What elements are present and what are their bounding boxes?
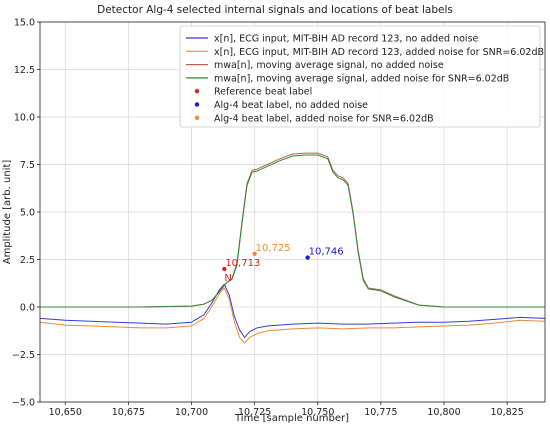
beat-note: N <box>224 273 231 284</box>
beat-point <box>222 266 227 272</box>
y-tick-label: 0.0 <box>20 303 35 314</box>
x-tick-label: 10,700 <box>175 407 208 418</box>
legend-items: x[n], ECG input, MIT-BIH AD record 123, … <box>186 34 544 124</box>
x-tick-label: 10,775 <box>364 407 397 418</box>
x-tick-label: 10,725 <box>238 407 271 418</box>
y-tick-label: −2.5 <box>12 350 35 361</box>
legend-entry: Reference beat label <box>214 87 312 98</box>
legend-swatch-point <box>194 115 200 121</box>
y-tick-label: 2.5 <box>20 255 35 266</box>
beat-point-label: 10,746 <box>309 247 344 258</box>
x-tick-label: 10,800 <box>427 407 460 418</box>
x-axis-label: Time [sample number] <box>234 413 349 424</box>
chart-title: Detector Alg-4 selected internal signals… <box>97 4 453 16</box>
beat-markers: 10,713 N 10,746 10,725 <box>222 243 344 284</box>
beat-point-label: 10,713 <box>225 258 260 269</box>
y-tick-label: 7.5 <box>20 160 35 171</box>
legend-entry: mwa[n], moving average signal, added noi… <box>214 73 509 84</box>
legend: x[n], ECG input, MIT-BIH AD record 123, … <box>179 25 544 128</box>
y-tick-label: 5.0 <box>20 208 35 219</box>
legend-swatch-point <box>194 102 200 107</box>
x-tick-label: 10,675 <box>112 407 145 418</box>
series-line <box>39 287 546 344</box>
y-tick-label: 10.0 <box>14 113 35 124</box>
x-tick-label: 10,750 <box>301 407 334 418</box>
legend-entry: x[n], ECG input, MIT-BIH AD record 123, … <box>214 47 544 58</box>
legend-box <box>179 25 541 128</box>
x-tick-label: 10,825 <box>491 407 524 418</box>
legend-swatch-point <box>194 89 200 94</box>
y-tick-label: 12.5 <box>14 65 35 76</box>
series-lines <box>39 152 546 344</box>
legend-entry: mwa[n], moving average signal, no added … <box>214 60 444 71</box>
axis-ticks: 10,650 10,675 10,700 10,725 10,750 10,775 10,8… <box>12 18 524 419</box>
legend-entry: Alg-4 beat label, no added noise <box>214 100 368 111</box>
y-tick-label: −5.0 <box>12 398 35 409</box>
series-line <box>40 154 545 308</box>
series-line <box>39 283 546 338</box>
y-axis-label: Amplitude [arb. unit] <box>2 160 13 265</box>
y-tick-label: 15.0 <box>14 18 35 29</box>
beat-point-label: 10,725 <box>256 243 291 254</box>
beat-point <box>252 251 257 256</box>
beat-point <box>305 255 310 260</box>
x-tick-label: 10,650 <box>49 407 82 418</box>
legend-entry: Alg-4 beat label, added noise for SNR=6.… <box>214 113 434 124</box>
series-line <box>40 152 545 308</box>
legend-entry: x[n], ECG input, MIT-BIH AD record 123, … <box>214 34 479 45</box>
